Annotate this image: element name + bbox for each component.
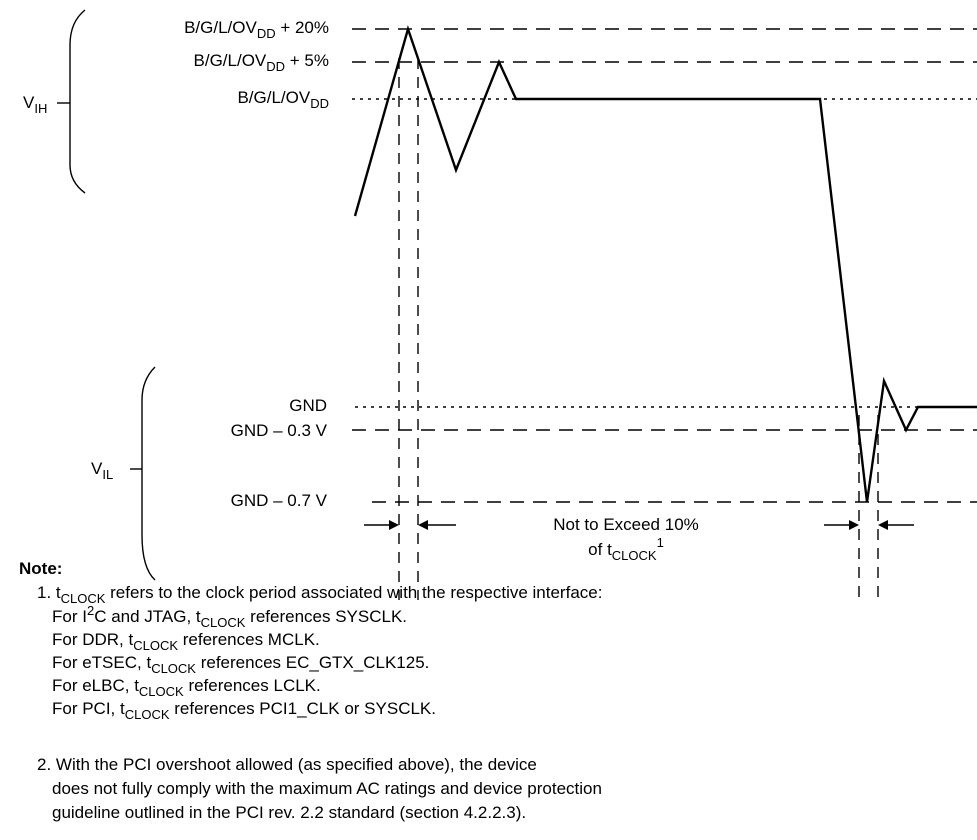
note1-item-elbc: For eLBC, tCLOCK references LCLK. (52, 676, 321, 699)
note2-line2: does not fully comply with the maximum A… (52, 779, 602, 798)
note1-item-i2c-jtag: For I2C and JTAG, tCLOCK references SYSC… (52, 603, 407, 630)
note1-text: 1. tCLOCK refers to the clock period ass… (37, 583, 602, 606)
gnd-minus03-label: GND – 0.3 V (231, 421, 328, 440)
vih-brace (69, 9, 86, 194)
vil-label: VIL (91, 459, 113, 482)
vdd-plus20-label: B/G/L/OVDD + 20% (184, 18, 329, 41)
vdd-plus5-label: B/G/L/OVDD + 5% (194, 51, 329, 74)
overshoot-width-arrows (364, 520, 456, 530)
note2-line1: 2. With the PCI overshoot allowed (as sp… (37, 755, 537, 774)
note-title: Note: (19, 559, 62, 578)
note2-line3: guideline outlined in the PCI rev. 2.2 s… (52, 803, 526, 822)
limit-annotation-line2: of tCLOCK1 (588, 535, 664, 563)
limit-annotation-line1: Not to Exceed 10% (553, 515, 699, 534)
note1-item-pci: For PCI, tCLOCK references PCI1_CLK or S… (52, 699, 436, 722)
note1-item-etsec: For eTSEC, tCLOCK references EC_GTX_CLK1… (52, 653, 429, 676)
undershoot-width-arrows (824, 520, 914, 530)
gnd-minus07-label: GND – 0.7 V (231, 491, 328, 510)
vdd-label: B/G/L/OVDD (237, 88, 329, 111)
gnd-label: GND (289, 396, 327, 415)
note1-item-ddr: For DDR, tCLOCK references MCLK. (52, 630, 320, 653)
vil-brace (141, 366, 156, 581)
vih-label: VIH (23, 93, 47, 116)
signal-waveform (353, 24, 977, 503)
